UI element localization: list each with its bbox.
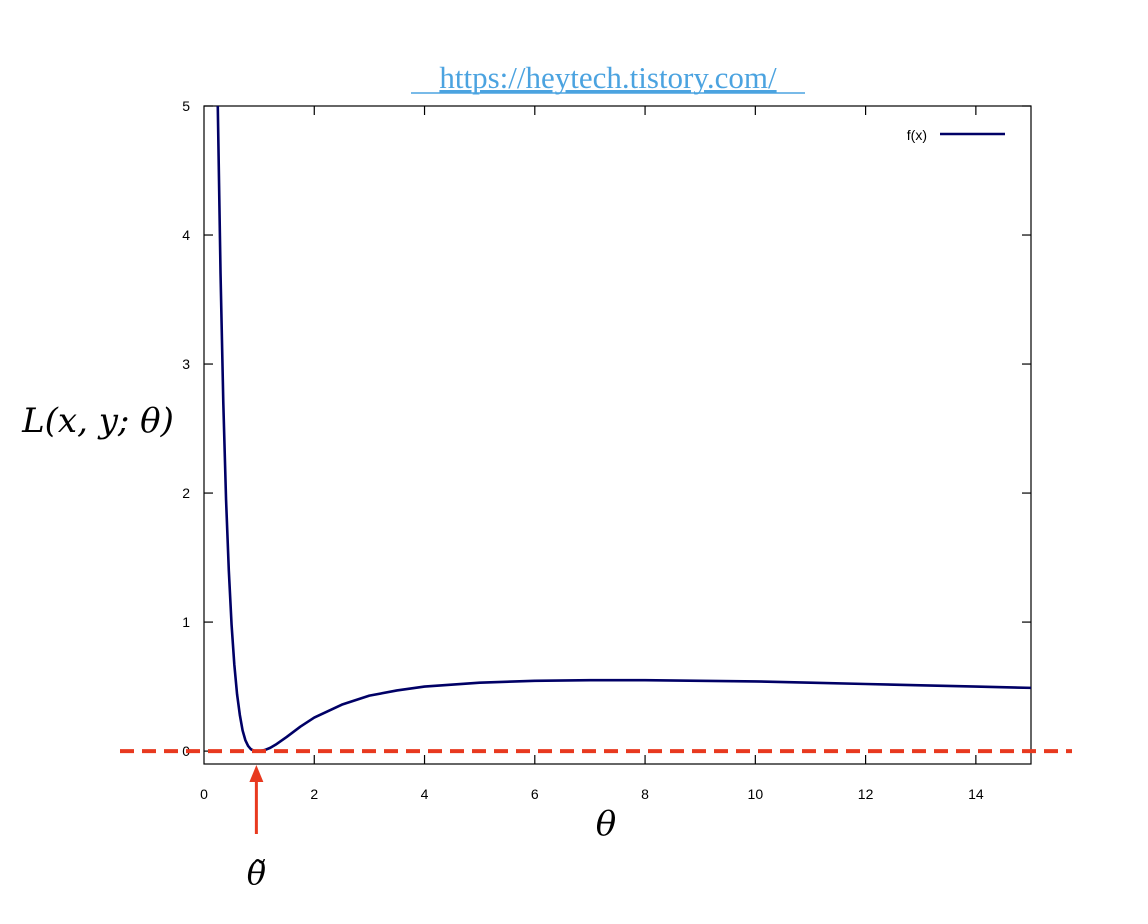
minimum-annotation: θ̃ xyxy=(247,765,266,892)
y-tick-label: 2 xyxy=(182,485,190,501)
x-tick-label: 12 xyxy=(858,786,874,802)
x-tick-label: 0 xyxy=(200,786,208,802)
y-tick-label: 3 xyxy=(182,356,190,372)
x-tick-labels: 0 2 4 6 8 10 12 14 xyxy=(200,786,984,802)
legend: f(x) xyxy=(907,127,1005,143)
annotation-label: θ̃ xyxy=(247,854,266,892)
series-line-f-x xyxy=(216,105,1032,753)
x-tick-label: 2 xyxy=(310,786,318,802)
x-tick-label: 14 xyxy=(968,786,984,802)
x-tick-label: 8 xyxy=(641,786,649,802)
source-url-link[interactable]: https://heytech.tistory.com/ xyxy=(439,60,777,95)
y-tick-labels: 012345 xyxy=(182,98,190,759)
legend-label: f(x) xyxy=(907,127,927,143)
y-tick-label: 1 xyxy=(182,614,190,630)
annotation-arrow-head xyxy=(249,765,264,782)
x-axis-label: θ xyxy=(596,804,616,844)
y-axis-label: L(x, y; θ) xyxy=(21,401,174,441)
x-tick-label: 4 xyxy=(421,786,429,802)
y-tick-label: 5 xyxy=(182,98,190,114)
y-tick-label: 4 xyxy=(182,227,190,243)
x-tick-label: 10 xyxy=(748,786,764,802)
axis-ticks xyxy=(204,105,1031,764)
x-tick-label: 6 xyxy=(531,786,539,802)
plot-frame xyxy=(203,105,1032,765)
